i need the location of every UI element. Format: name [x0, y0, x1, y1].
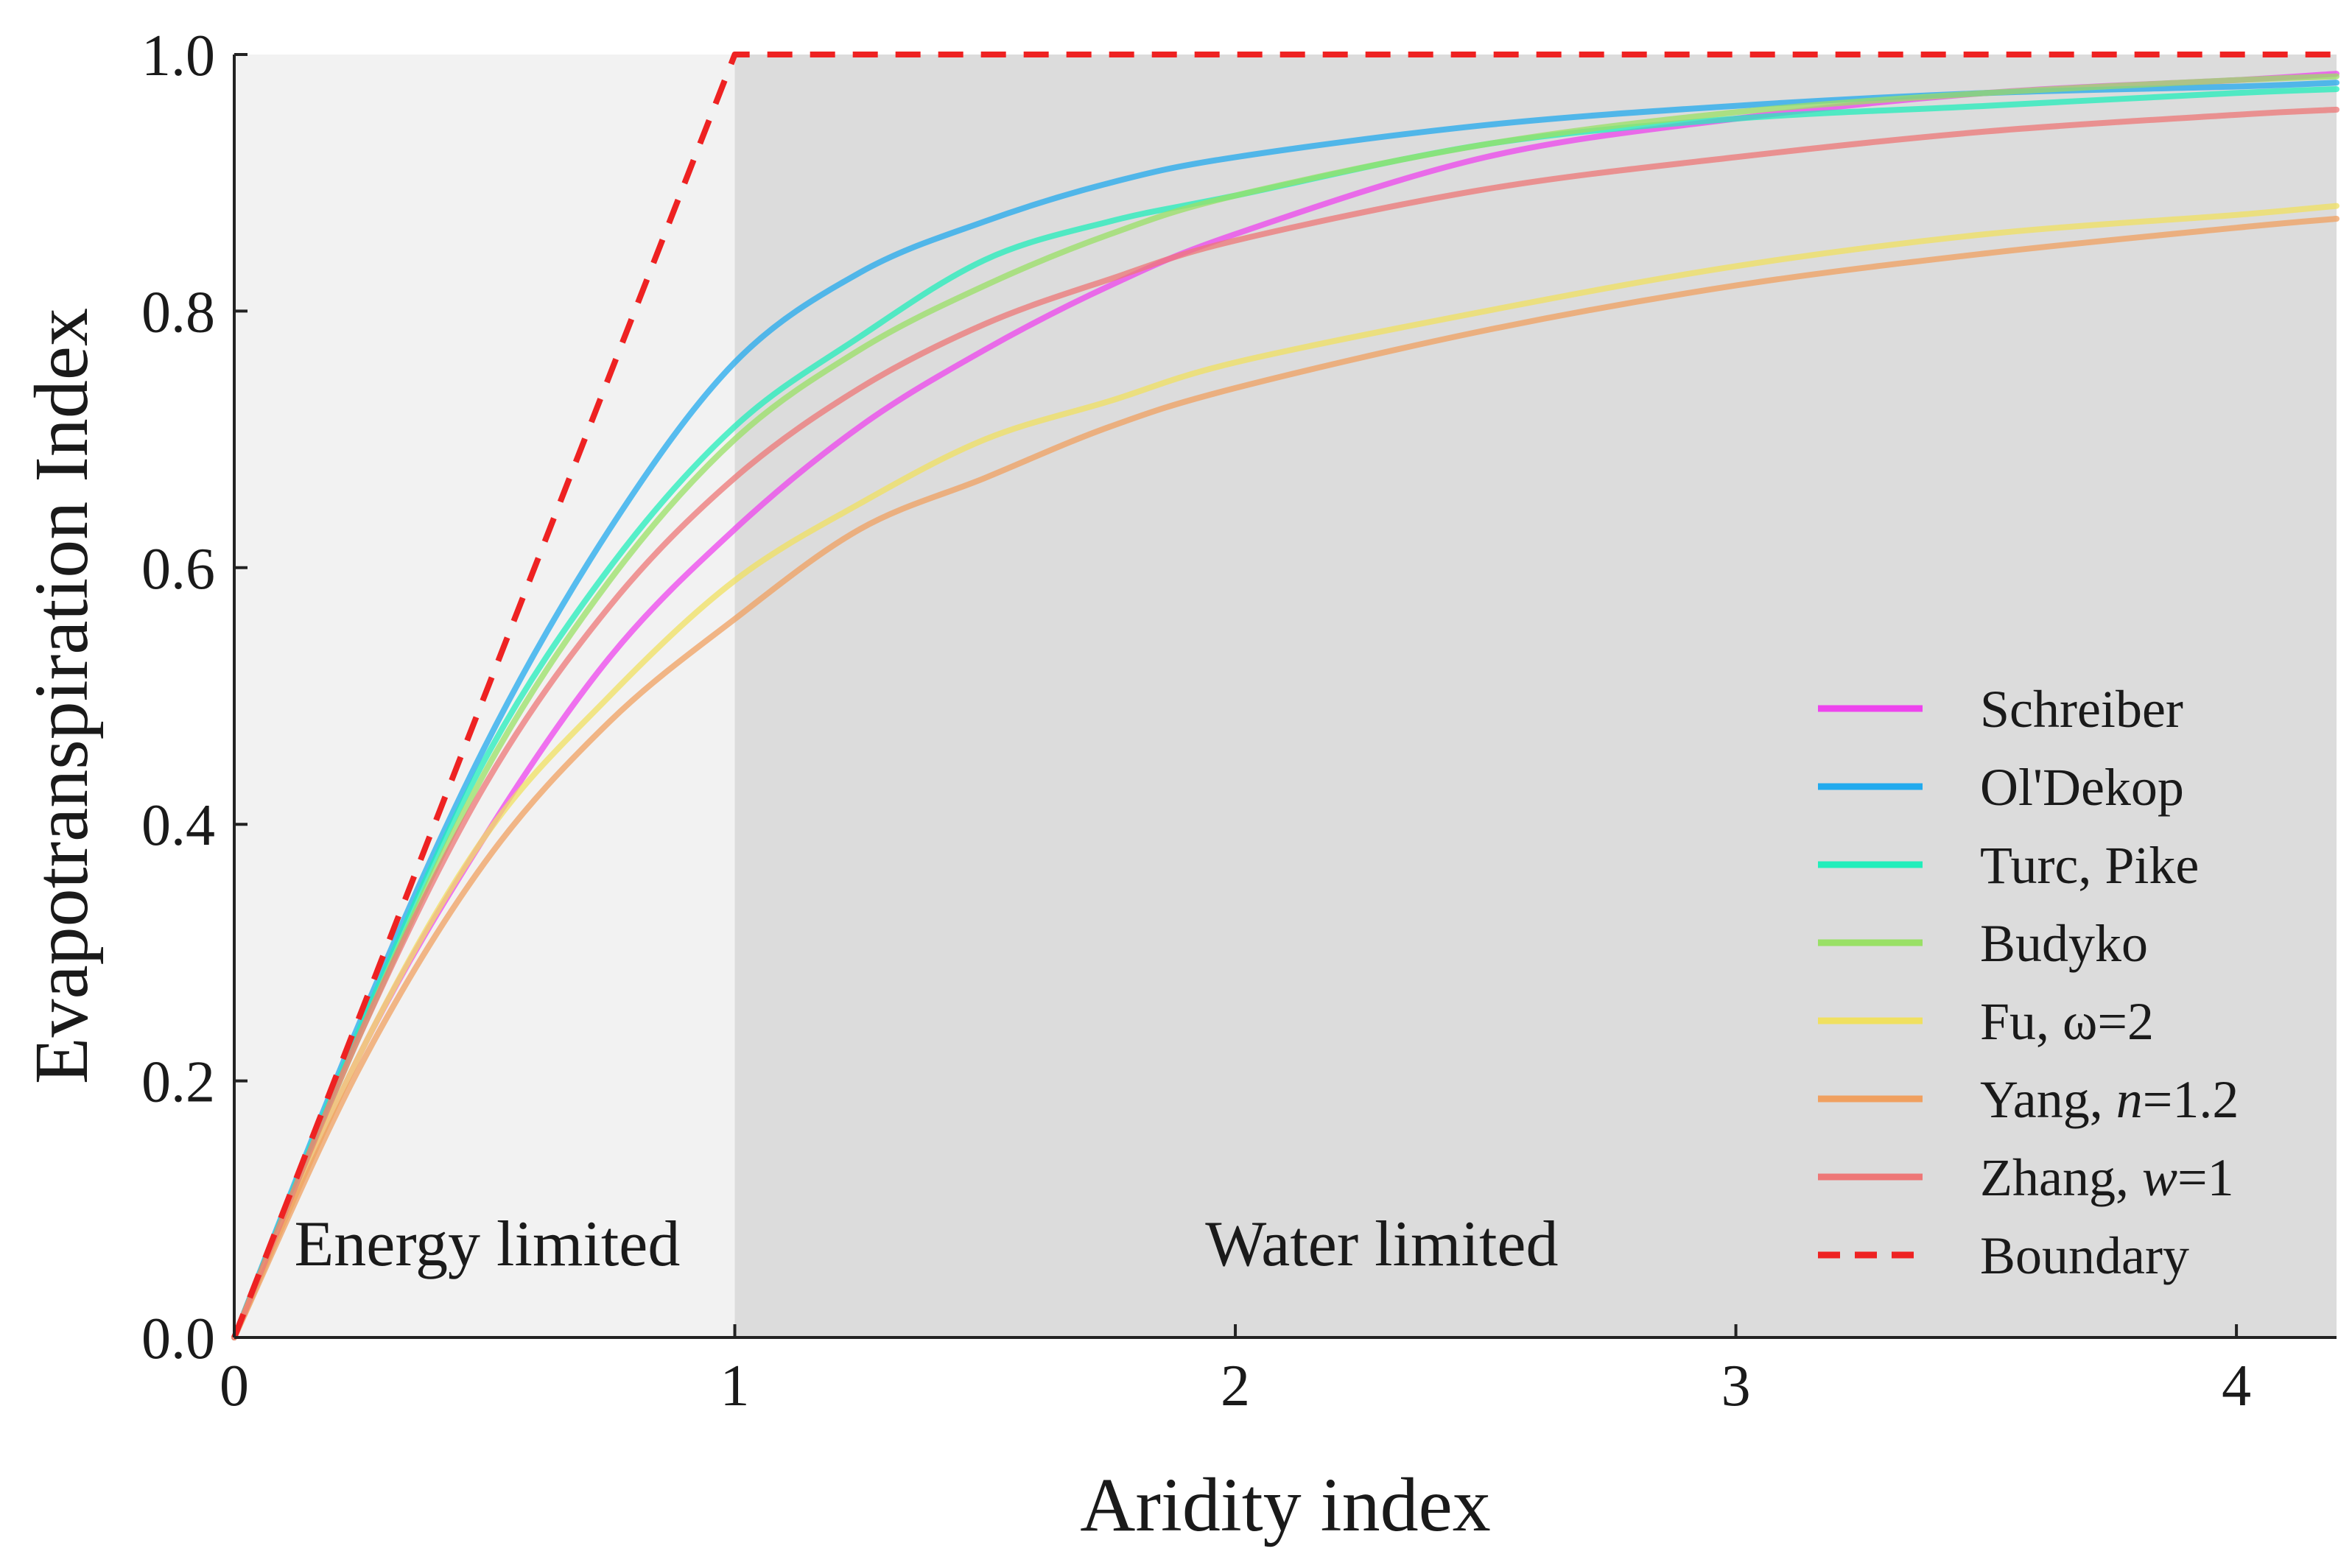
legend-label-turc-pike: Turc, Pike: [1980, 836, 2199, 895]
plot-regions: [234, 55, 2337, 1337]
y-tick-label: 0.8: [141, 280, 215, 345]
series-line-budyko: [231, 73, 2339, 1340]
x-tick-label: 2: [1221, 1354, 1250, 1418]
series-lines: [231, 52, 2339, 1340]
energy-limited-label: Energy limited: [295, 1209, 681, 1280]
y-axis-title: Evapotranspiration Index: [19, 308, 104, 1084]
y-tick-label: 0.4: [141, 793, 215, 858]
series-line-zhang-w-1: [231, 106, 2339, 1340]
axes: [233, 53, 2337, 1339]
legend-label-yang-n-1-2: Yang, n=1.2: [1980, 1070, 2239, 1129]
legend: Schreiber Ol'Dekop Turc, Pike Budyko Fu, ω=2…: [1818, 680, 2239, 1285]
x-tick-label: 4: [2222, 1354, 2251, 1418]
x-axis-title: Aridity index: [1080, 1463, 1490, 1547]
legend-label-budyko: Budyko: [1980, 914, 2148, 973]
y-tick-label: 1.0: [141, 24, 215, 88]
x-tick-label: 0: [220, 1354, 249, 1418]
series-line-turc-pike: [231, 86, 2339, 1340]
legend-label-fu-2: Fu, ω=2: [1980, 992, 2154, 1051]
water-limited-region: [734, 55, 2337, 1337]
y-tick-label: 0.6: [141, 537, 215, 602]
legend-label-ol-dekop: Ol'Dekop: [1980, 758, 2184, 817]
y-tick-label: 0.2: [141, 1050, 215, 1115]
y-tick-label: 0.0: [141, 1307, 215, 1371]
x-tick-label: 1: [720, 1354, 750, 1418]
tick-labels: 0 1 2 3 4 0.0 0.2 0.4 0.6 0.8 1.0: [141, 24, 2251, 1418]
series-line-fu-2: [231, 203, 2339, 1340]
legend-label-zhang-w-1: Zhang, w=1: [1980, 1148, 2234, 1207]
x-tick-label: 3: [1721, 1354, 1751, 1418]
legend-label-schreiber: Schreiber: [1980, 680, 2183, 739]
water-limited-label: Water limited: [1205, 1209, 1558, 1280]
series-line-yang-n-1-2: [231, 216, 2339, 1340]
series-line-boundary: [231, 52, 2337, 1339]
legend-label-boundary: Boundary: [1980, 1226, 2189, 1285]
